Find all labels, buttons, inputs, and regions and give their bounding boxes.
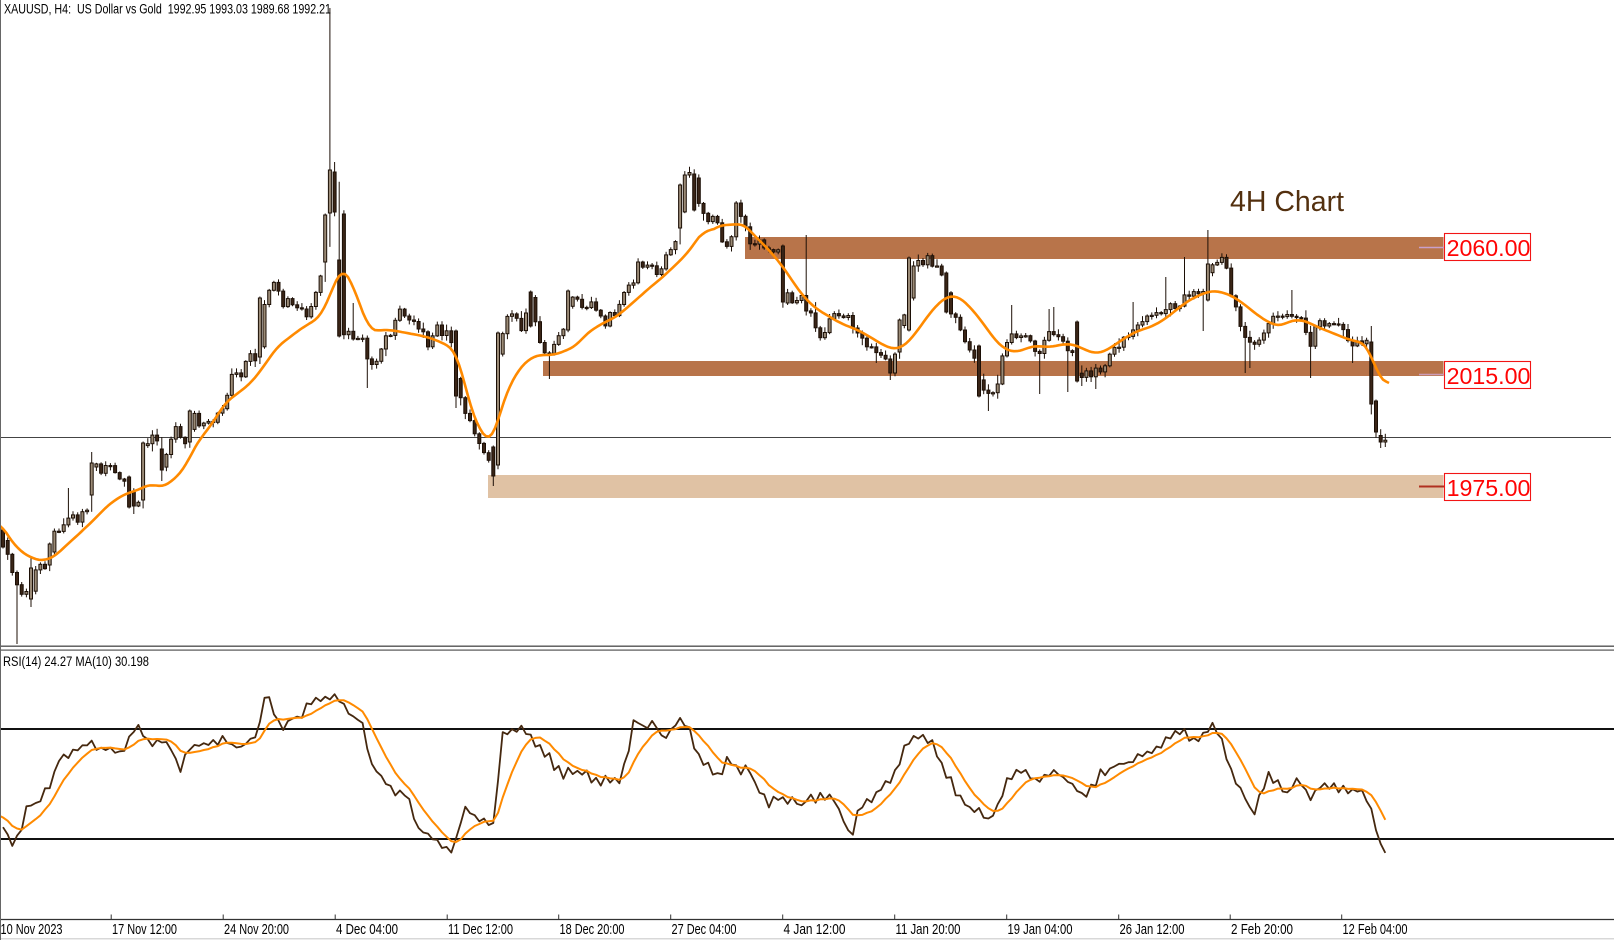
svg-text:1975.00: 1975.00 bbox=[1447, 475, 1531, 501]
svg-text:2015.00: 2015.00 bbox=[1447, 363, 1531, 389]
svg-text:4H Chart: 4H Chart bbox=[1230, 186, 1344, 218]
svg-text:4 Jan 12:00: 4 Jan 12:00 bbox=[784, 921, 846, 938]
svg-text:24 Nov 20:00: 24 Nov 20:00 bbox=[224, 921, 289, 938]
svg-text:RSI(14) 24.27 MA(10) 30.198: RSI(14) 24.27 MA(10) 30.198 bbox=[3, 654, 149, 669]
svg-text:11 Dec 12:00: 11 Dec 12:00 bbox=[448, 921, 513, 938]
svg-text:2 Feb 20:00: 2 Feb 20:00 bbox=[1231, 921, 1293, 938]
svg-text:2060.00: 2060.00 bbox=[1447, 235, 1531, 261]
svg-text:19 Jan 04:00: 19 Jan 04:00 bbox=[1008, 921, 1073, 938]
svg-text:11 Jan 20:00: 11 Jan 20:00 bbox=[896, 921, 961, 938]
svg-text:18 Dec 20:00: 18 Dec 20:00 bbox=[560, 921, 625, 938]
svg-text:26 Jan 12:00: 26 Jan 12:00 bbox=[1120, 921, 1185, 938]
svg-text:17 Nov 12:00: 17 Nov 12:00 bbox=[112, 921, 177, 938]
svg-text:XAUUSD, H4: US Dollar vs Gold: XAUUSD, H4: US Dollar vs Gold 1992.95 19… bbox=[4, 2, 331, 17]
svg-text:10 Nov 2023: 10 Nov 2023 bbox=[1, 921, 63, 938]
svg-text:4 Dec 04:00: 4 Dec 04:00 bbox=[336, 921, 398, 938]
svg-text:12 Feb 04:00: 12 Feb 04:00 bbox=[1343, 921, 1408, 938]
svg-text:27 Dec 04:00: 27 Dec 04:00 bbox=[672, 921, 737, 938]
